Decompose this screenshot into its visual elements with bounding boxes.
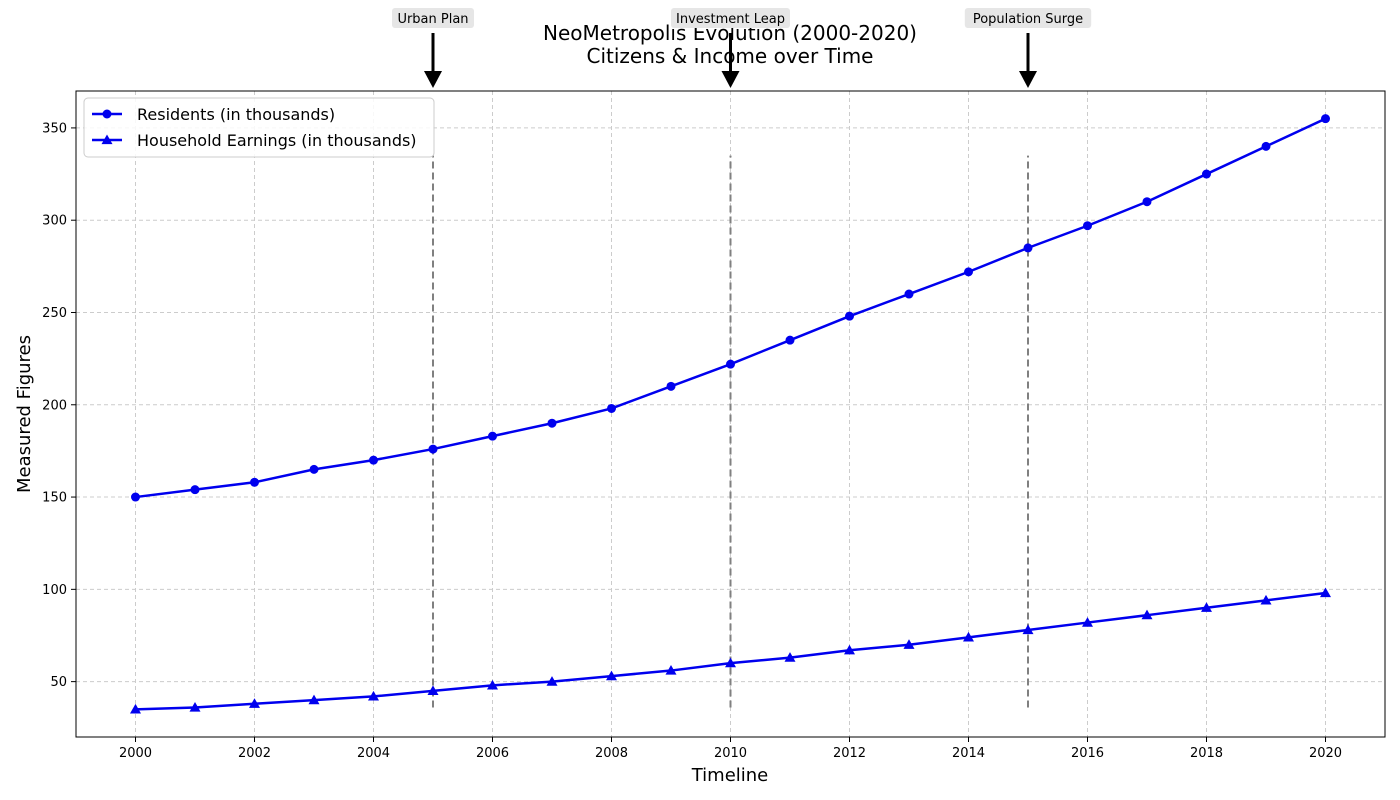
x-tick-label: 2014 [952,746,985,761]
data-point [1082,617,1093,627]
x-tick-label: 2012 [833,746,866,761]
data-point [844,644,855,655]
data-point [903,639,915,649]
y-tick-label: 300 [42,214,67,229]
series-lines [130,114,1331,714]
data-point [368,690,379,701]
legend-items: Residents (in thousands) Household Earnin… [92,105,417,150]
annotation-box [964,8,1092,28]
legend: Residents (in thousands) Household Earnin… [83,97,435,158]
x-tick-label: 2020 [1309,746,1342,761]
data-point [1022,624,1034,635]
x-tick-label: 2000 [119,746,152,761]
y-tick-label: 250 [42,306,67,321]
data-point [726,359,735,369]
data-point [725,657,736,668]
data-point [488,431,497,441]
data-point [547,418,557,428]
axis-ticks: 2000 2002 2004 2006 2008 2010 2012 2014 2016 2018… [42,121,1342,761]
annotation-box [392,8,474,28]
legend-label: Residents (in thousands) [137,105,335,124]
data-point [487,679,498,690]
data-point [963,631,974,642]
data-point [190,485,200,495]
data-point [189,701,201,712]
data-point [1142,197,1152,207]
data-point [1201,602,1212,612]
data-point [428,444,438,454]
annotation-arrow-head [424,71,442,88]
legend-item: Residents (in thousands) [92,105,335,124]
data-point [1260,594,1272,605]
annotation-label: Urban Plan [397,12,468,27]
data-point [964,267,973,277]
data-point [1141,609,1153,620]
data-point [845,311,854,321]
data-point [785,335,795,345]
legend-box [83,97,435,158]
data-point [309,464,319,474]
annotation-arrow-head [721,71,740,88]
data-point [1321,114,1330,124]
annotations: Urban Plan Investment Leap Population Surg… [392,8,1092,88]
y-tick-label: 200 [42,398,67,413]
data-point [308,694,320,705]
data-point [1202,169,1211,179]
data-point [427,685,439,695]
data-point [606,670,617,681]
legend-item: Household Earnings (in thousands) [92,131,417,150]
series-2 [130,587,1331,714]
data-point [1320,587,1331,598]
event-lines [432,155,1029,708]
y-tick-label: 150 [42,491,67,506]
y-tick-label: 350 [42,121,67,136]
annotation: Urban Plan [392,8,474,88]
x-tick-label: 2002 [238,746,271,761]
x-axis-label: Timeline [691,765,769,786]
data-point [1023,243,1033,253]
annotation-box [671,8,790,28]
annotation: Investment Leap [671,8,790,88]
annotation-arrow-head [1019,71,1037,88]
annotation: Population Surge [964,8,1092,88]
legend-marker [102,109,112,119]
data-point [665,665,677,675]
legend-marker [101,134,113,145]
x-tick-label: 2016 [1071,746,1104,761]
data-point [1261,141,1271,151]
annotation-label: Investment Leap [676,12,785,27]
data-point [130,703,141,714]
data-point [546,676,558,686]
x-tick-label: 2010 [714,746,747,761]
data-point [784,652,796,662]
legend-label: Household Earnings (in thousands) [137,131,417,150]
data-point [369,455,378,465]
data-point [250,477,259,487]
series-1 [131,114,1330,502]
y-tick-label: 50 [50,675,67,690]
annotation-label: Population Surge [973,12,1083,27]
data-point [904,289,914,299]
y-tick-label: 100 [42,583,67,598]
x-tick-label: 2006 [476,746,509,761]
data-point [1083,221,1092,231]
data-point [666,381,676,391]
y-axis-label: Measured Figures [14,335,35,493]
x-tick-label: 2018 [1190,746,1223,761]
data-point [607,403,616,413]
x-tick-label: 2008 [595,746,628,761]
data-point [131,492,140,502]
data-point [249,698,260,708]
x-tick-label: 2004 [357,746,390,761]
